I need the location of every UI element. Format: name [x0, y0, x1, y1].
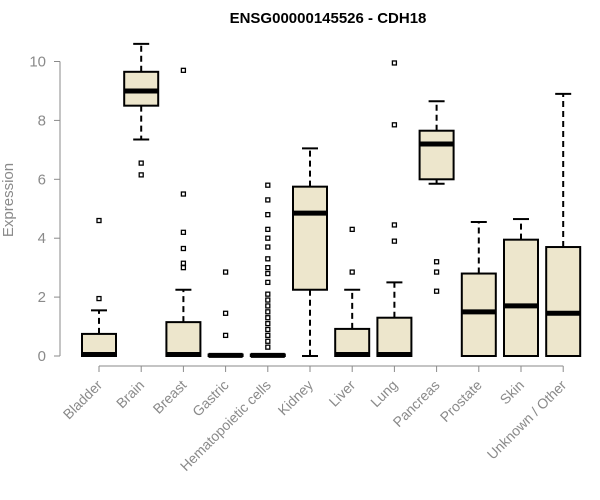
x-tick-label: Skin [497, 377, 528, 408]
outlier-point [180, 264, 187, 271]
outlier-point [180, 67, 187, 73]
x-tick-label: Bladder [60, 377, 106, 423]
y-tick-label: 10 [29, 54, 46, 71]
box [460, 272, 497, 358]
outlier-point [433, 288, 440, 294]
outlier-point [265, 309, 271, 315]
outlier-point [265, 332, 271, 339]
y-tick-label: 2 [38, 289, 46, 306]
x-tick-label: Prostate [437, 377, 485, 425]
outlier-point [433, 259, 440, 265]
y-tick-label: 0 [38, 348, 46, 365]
box-group [292, 147, 328, 357]
outlier-point [391, 222, 398, 228]
box [292, 185, 328, 291]
outlier-point [391, 238, 398, 244]
outlier-point [222, 332, 229, 339]
outlier-point [222, 269, 229, 275]
outlier-point [265, 256, 271, 262]
box-group [123, 42, 160, 178]
outlier-point [265, 315, 271, 321]
outlier-point [265, 244, 271, 250]
outlier-point [138, 160, 144, 166]
outlier-point [265, 338, 271, 344]
box [503, 238, 539, 357]
x-tick-label: Lung [367, 377, 400, 410]
outlier-point [349, 226, 355, 233]
outlier-point [265, 344, 271, 350]
outlier-point [265, 291, 271, 297]
outlier-point [180, 191, 187, 197]
outlier-point [349, 269, 355, 275]
outlier-point [265, 303, 271, 309]
box-group [207, 269, 244, 358]
box-group [418, 100, 455, 294]
y-tick-label: 4 [38, 230, 46, 247]
y-axis-label: Expression [0, 163, 17, 237]
outlier-point [265, 264, 271, 271]
box [545, 246, 582, 357]
box [376, 316, 413, 357]
outlier-point [265, 197, 271, 203]
x-tick-label: Brain [113, 377, 147, 411]
outlier-point [265, 326, 271, 333]
outlier-point [391, 60, 398, 66]
y-tick-label: 6 [38, 171, 46, 188]
box-group [503, 218, 539, 357]
x-tick-label: Pancreas [390, 377, 443, 430]
outlier-point [265, 211, 271, 218]
box-group [249, 182, 286, 358]
outlier-point [265, 182, 271, 188]
outlier-point [265, 297, 271, 303]
outlier-point [265, 226, 271, 233]
x-tick-label: Kidney [275, 377, 317, 419]
outlier-point [222, 310, 229, 316]
y-axis: 0 2 4 6 8 10 [29, 54, 61, 365]
box [165, 321, 202, 358]
outlier-point [433, 269, 440, 275]
outlier-point [138, 172, 144, 178]
outlier-point [180, 245, 187, 252]
box-group [376, 60, 413, 358]
box-group [334, 226, 371, 358]
outlier-point [96, 295, 102, 302]
outlier-point [265, 279, 271, 286]
box-series [81, 42, 582, 358]
y-tick-label: 8 [38, 112, 46, 129]
box [334, 327, 371, 358]
x-tick-label: Breast [150, 377, 190, 417]
outlier-point [265, 320, 271, 327]
box-group [81, 217, 117, 358]
box-group [545, 92, 582, 357]
x-tick-label: Unknown / Other [484, 377, 570, 463]
box-group [165, 67, 202, 358]
box-group [460, 221, 497, 358]
box [418, 129, 455, 181]
outlier-point [96, 217, 102, 224]
x-tick-label: Liver [326, 377, 359, 410]
outlier-point [391, 122, 398, 128]
outlier-point [180, 229, 187, 235]
chart-title: ENSG00000145526 - CDH18 [230, 10, 427, 27]
outlier-point [265, 270, 271, 277]
outlier-point [265, 235, 271, 241]
outlier-point [180, 260, 187, 266]
